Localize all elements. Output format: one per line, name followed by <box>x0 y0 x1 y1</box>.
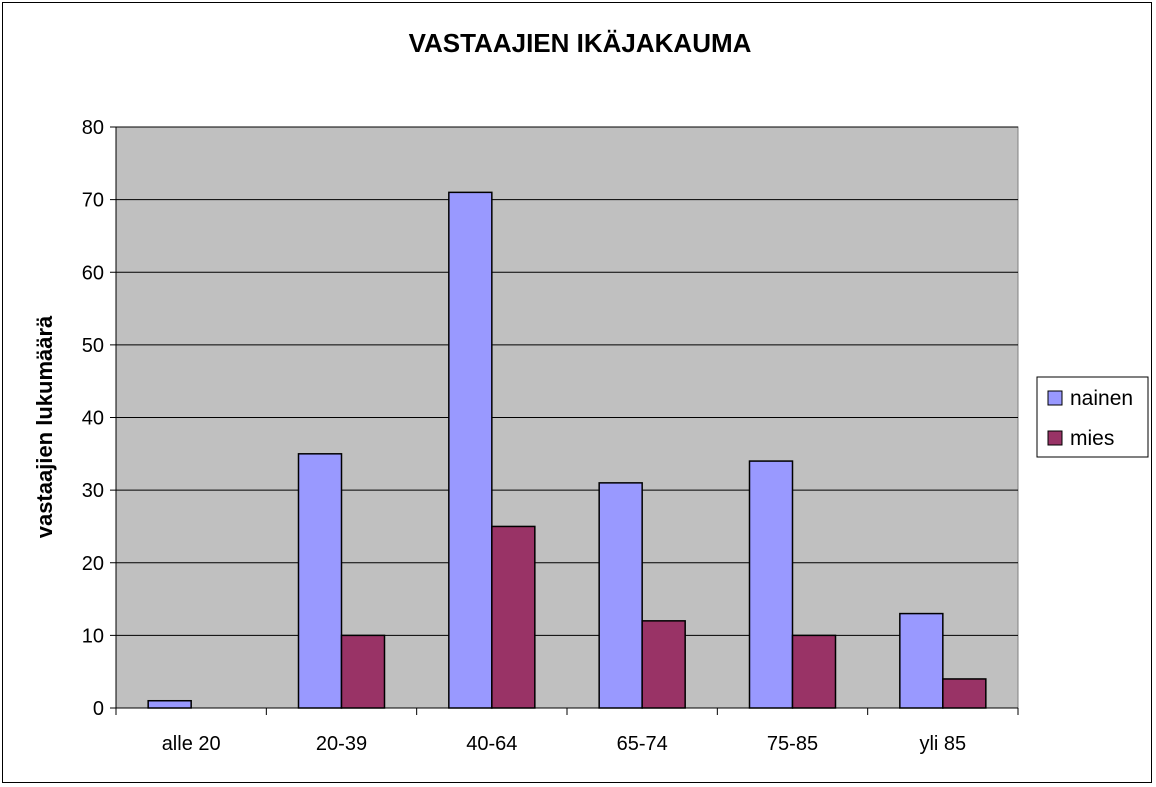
gridlines <box>116 126 1018 636</box>
x-tick-label: 65-74 <box>617 733 668 755</box>
bar-mies <box>791 634 837 709</box>
bar-mies <box>491 525 536 709</box>
bar-mies <box>340 634 386 709</box>
chart-title: VASTAAJIEN IKÄJAKAUMA <box>409 28 752 58</box>
y-tick-label: 40 <box>82 408 104 430</box>
y-tick-label: 10 <box>82 625 104 647</box>
legend: nainen mies <box>1036 376 1149 458</box>
legend-swatch-nainen <box>1047 390 1063 406</box>
bar-mies <box>641 620 686 709</box>
x-tick-label: 40-64 <box>466 733 517 755</box>
x-tick-label: yli 85 <box>919 733 966 755</box>
y-tick-label: 70 <box>82 190 104 212</box>
y-tick-label: 60 <box>82 262 104 284</box>
bar-nainen <box>899 612 944 709</box>
y-tick-label: 30 <box>82 480 104 502</box>
x-tick-label: 20-39 <box>316 733 367 755</box>
y-axis-label: vastaajien lukumäärä <box>32 315 57 538</box>
bar-nainen <box>598 482 643 709</box>
y-tick-label: 20 <box>82 553 104 575</box>
x-tick-label: alle 20 <box>162 733 221 755</box>
y-tick-label: 80 <box>82 117 104 139</box>
legend-label-nainen: nainen <box>1070 387 1133 410</box>
bar-nainen <box>147 699 192 709</box>
bar-mies <box>942 678 987 709</box>
bar-nainen <box>448 191 493 709</box>
x-tick-labels: alle 20 20-39 40-64 65-74 75-85 yli 85 <box>162 733 966 755</box>
y-tick-labels: 0 10 20 30 40 50 60 70 80 <box>82 117 104 720</box>
legend-swatch-mies <box>1047 430 1063 446</box>
legend-label-mies: mies <box>1070 427 1114 450</box>
y-tick-label: 0 <box>93 698 104 720</box>
axes <box>110 126 1019 715</box>
bars <box>147 191 987 709</box>
x-tick-label: 75-85 <box>767 733 818 755</box>
y-tick-label: 50 <box>82 335 104 357</box>
bar-nainen <box>297 453 343 709</box>
bar-nainen <box>748 460 794 709</box>
